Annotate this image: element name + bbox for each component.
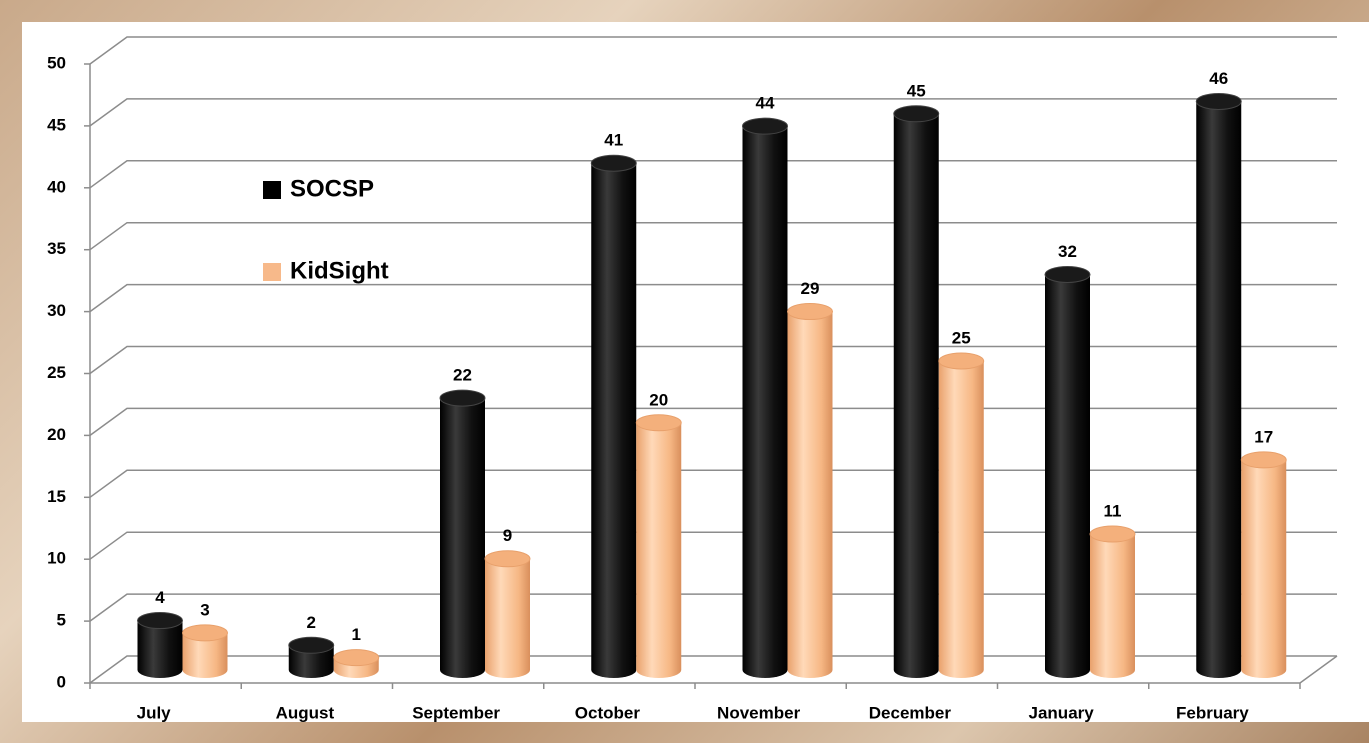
cylinder — [1090, 534, 1135, 678]
cylinder — [485, 558, 530, 678]
cylinder-top — [1240, 451, 1287, 469]
cylinder-top — [938, 352, 985, 370]
grid-line — [89, 98, 1337, 127]
cylinder-top — [484, 550, 531, 568]
data-label: 9 — [503, 526, 512, 545]
cylinder — [636, 422, 682, 678]
data-label: 32 — [1058, 242, 1077, 261]
data-label: 4 — [155, 588, 165, 607]
cylinder-top — [1195, 92, 1242, 110]
cylinder — [591, 163, 637, 679]
cylinder-top — [288, 636, 335, 654]
data-label: 3 — [200, 600, 209, 619]
data-label: 2 — [307, 613, 316, 632]
y-tick-label: 45 — [47, 115, 66, 134]
x-tick-label: December — [869, 703, 952, 722]
y-tick-label: 50 — [47, 53, 66, 72]
cylinder — [787, 311, 833, 678]
data-label: 29 — [801, 279, 820, 298]
cylinder-top — [182, 624, 228, 642]
y-tick-label: 0 — [57, 672, 66, 691]
cylinder — [440, 398, 485, 678]
legend-swatch — [263, 263, 281, 281]
y-tick-label: 5 — [57, 611, 66, 630]
y-tick-label: 10 — [47, 549, 66, 568]
cylinder-top — [590, 154, 637, 172]
cylinder — [893, 113, 939, 679]
y-tick-label: 20 — [47, 425, 66, 444]
data-label: 25 — [952, 328, 971, 347]
cylinder — [1241, 459, 1287, 678]
y-tick-label: 40 — [47, 177, 66, 196]
data-label: 20 — [649, 390, 668, 409]
grid-line — [89, 36, 1337, 65]
x-tick-label: February — [1176, 703, 1249, 722]
legend-swatch — [263, 181, 281, 199]
cylinder-top — [893, 105, 940, 123]
cylinder-top — [787, 303, 833, 321]
data-label: 17 — [1254, 427, 1273, 446]
y-tick-label: 30 — [47, 301, 66, 320]
data-label: 46 — [1209, 69, 1228, 88]
cylinder — [1045, 274, 1090, 678]
x-tick-label: July — [137, 703, 172, 722]
cylinder-top — [1044, 265, 1091, 283]
data-label: 22 — [453, 366, 472, 385]
cylinder — [288, 645, 334, 678]
y-tick-label: 15 — [47, 487, 66, 506]
y-tick-label: 25 — [47, 363, 66, 382]
x-tick-label: September — [412, 703, 500, 722]
cylinder-top — [333, 649, 380, 667]
cylinder-top — [635, 414, 682, 432]
cylinder — [182, 632, 228, 678]
legend-label: KidSight — [290, 257, 389, 284]
cylinder — [137, 620, 183, 678]
data-label: 11 — [1104, 502, 1122, 521]
x-tick-label: January — [1029, 703, 1095, 722]
x-tick-label: August — [276, 703, 335, 722]
cylinder-top — [137, 612, 183, 630]
x-tick-label: October — [575, 703, 641, 722]
x-tick-label: November — [717, 703, 801, 722]
cylinder-top — [742, 117, 788, 135]
data-label: 44 — [756, 94, 775, 113]
y-tick-label: 35 — [47, 239, 66, 258]
plot-panel — [22, 22, 1369, 722]
cylinder — [938, 361, 984, 678]
cylinder — [1196, 101, 1242, 678]
cylinder-top — [1089, 525, 1136, 543]
data-label: 41 — [604, 131, 623, 150]
legend-label: SOCSP — [290, 175, 374, 202]
data-label: 45 — [907, 81, 926, 100]
cylinder — [742, 126, 788, 678]
cylinder-top — [439, 389, 486, 407]
data-label: 1 — [352, 625, 361, 644]
